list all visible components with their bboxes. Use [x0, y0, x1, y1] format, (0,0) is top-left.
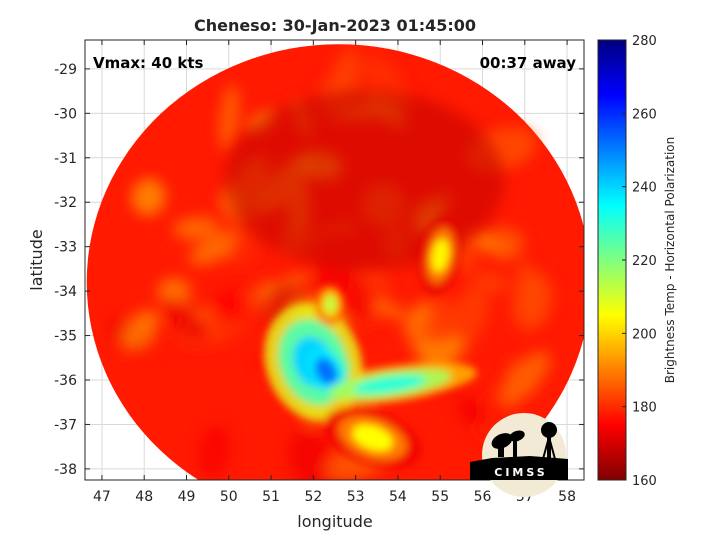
colorbar-tick-label: 180	[632, 401, 657, 416]
colorbar-tick-label: 240	[632, 181, 657, 196]
x-tick-label: 50	[220, 489, 238, 505]
feature-spot-east	[431, 238, 449, 273]
cimss-logo: CIMSS	[470, 413, 568, 497]
feature-band-east	[353, 375, 426, 394]
x-tick-label: 58	[558, 489, 576, 505]
colorbar-ticks: 160 180 200 220 240 260 280	[622, 34, 657, 489]
y-tick-label: -38	[54, 462, 77, 478]
colorbar-tick-label: 160	[632, 474, 657, 489]
feature-spot-north	[323, 295, 337, 314]
colorbar-tick-label: 200	[632, 327, 657, 342]
x-tick-label: 53	[347, 489, 365, 505]
x-axis-label: longitude	[297, 512, 372, 531]
colorbar: 160 180 200 220 240 260 280 Brightness Temp - …	[597, 34, 677, 489]
x-tick-label: 48	[135, 489, 153, 505]
x-tick-label: 51	[262, 489, 280, 505]
x-axis-ticks: 47 48 49 50 51 52 53 54 55 56 57 58	[93, 40, 576, 505]
water-tower-icon	[541, 422, 557, 460]
x-tick-label: 47	[93, 489, 111, 505]
x-tick-label: 56	[474, 489, 492, 505]
y-tick-label: -37	[54, 417, 77, 433]
time-away-annotation: 00:37 away	[480, 54, 577, 72]
x-tick-label: 49	[178, 489, 196, 505]
y-tick-label: -35	[54, 329, 77, 345]
y-tick-label: -30	[54, 106, 77, 122]
x-tick-label: 55	[431, 489, 449, 505]
y-tick-label: -32	[54, 195, 77, 211]
satellite-dish-icon	[491, 430, 525, 457]
convective-features	[264, 216, 478, 469]
plot-area: 47 48 49 50 51 52 53 54 55 56 57 58 -29-30-31-32-33…	[54, 39, 585, 505]
y-tick-label: -36	[54, 373, 77, 389]
y-axis-label: latitude	[27, 229, 46, 290]
y-tick-label: -31	[54, 151, 77, 167]
colorbar-tick-label: 260	[632, 107, 657, 122]
colorbar-tick-label: 280	[632, 34, 657, 49]
y-tick-label: -34	[54, 284, 77, 300]
y-axis-ticks: -29 -30 -31 -32 -33 -34 -35 -36 -37 -38	[54, 62, 584, 478]
x-tick-label: 54	[389, 489, 407, 505]
x-tick-label: 52	[304, 489, 322, 505]
colorbar-label: Brightness Temp - Horizontal Polarizatio…	[663, 137, 677, 384]
feature-tail-south	[352, 424, 393, 451]
feature-cold-core	[314, 357, 338, 385]
plot-frame	[84, 39, 585, 481]
vmax-annotation: Vmax: 40 kts	[93, 54, 203, 72]
colorbar-gradient	[597, 39, 627, 481]
y-tick-label: -29	[54, 62, 77, 78]
brightness-temp-field	[86, 44, 584, 480]
logo-building	[470, 456, 568, 480]
colorbar-tick-label: 220	[632, 254, 657, 269]
y-tick-label: -33	[54, 240, 77, 256]
chart-title: Cheneso: 30-Jan-2023 01:45:00	[194, 16, 476, 35]
logo-text: CIMSS	[494, 466, 547, 479]
